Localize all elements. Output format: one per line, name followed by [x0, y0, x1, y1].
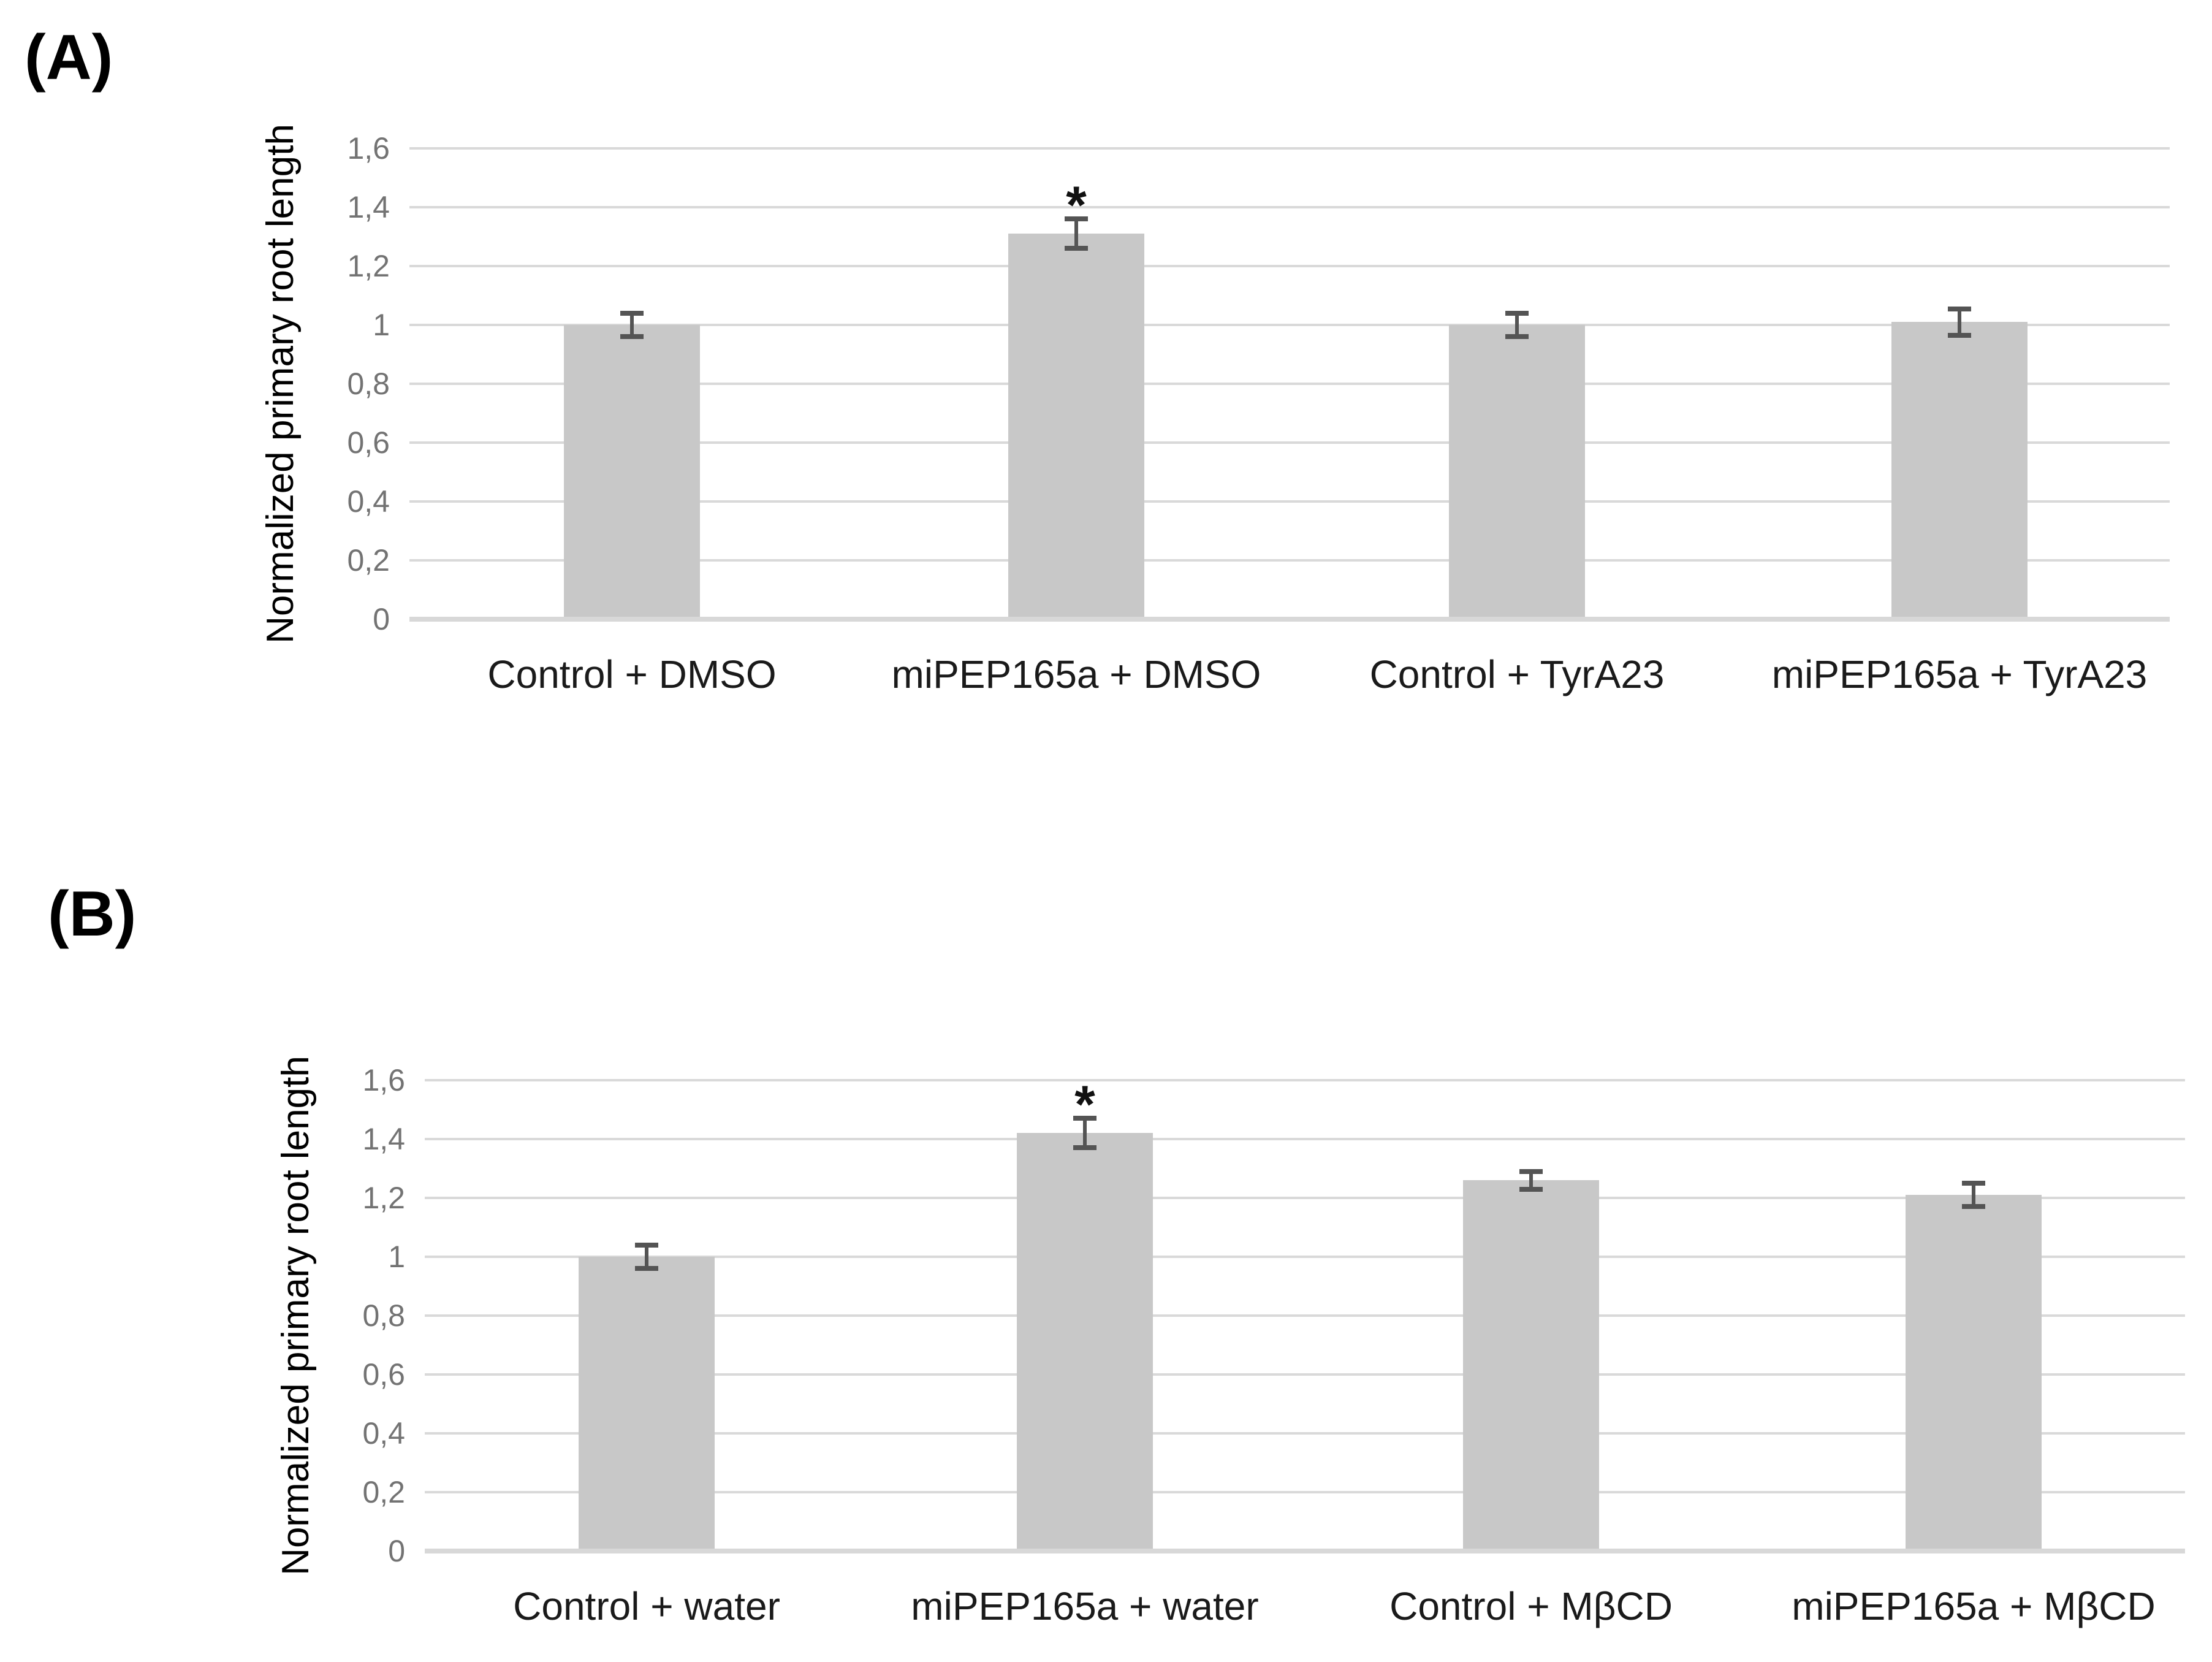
y-tick-label: 1,6 — [347, 131, 390, 166]
gridline-1 — [425, 1256, 2185, 1258]
gridline-1,4 — [409, 206, 2170, 208]
gridline-0,8 — [425, 1314, 2185, 1317]
panel-a-label: (A) — [25, 22, 113, 93]
bar-4 — [1891, 322, 2028, 619]
gridline-0,4 — [425, 1432, 2185, 1435]
y-tick-label: 0,8 — [362, 1298, 405, 1333]
error-bar-cap-bottom — [1948, 332, 1971, 338]
error-bar-cap-top — [635, 1242, 658, 1248]
y-tick-label: 0 — [388, 1534, 405, 1568]
y-tick-label: 0,2 — [362, 1475, 405, 1509]
bar-3 — [1463, 1180, 1599, 1551]
gridline-0,2 — [425, 1491, 2185, 1493]
y-tick-label: 0,2 — [347, 543, 390, 578]
gridline-0,8 — [409, 383, 2170, 385]
bar-2 — [1008, 234, 1144, 619]
y-tick-label: 1 — [388, 1240, 405, 1274]
gridline-0,6 — [425, 1373, 2185, 1376]
x-axis-line — [409, 617, 2170, 622]
error-bar-stem — [630, 313, 634, 337]
gridline-1 — [409, 324, 2170, 326]
x-category-label: miPEP165a + MβCD — [1792, 1584, 2156, 1628]
y-tick-label: 0,8 — [347, 367, 390, 401]
error-bar-cap-bottom — [1519, 1186, 1543, 1192]
significance-star: * — [1074, 1075, 1095, 1135]
panel-a-plot-area: 0 0,2 0,4 0,6 0,8 1 1,2 1,4 1,6 Control + DMSO * mi… — [347, 131, 2170, 696]
gridline-1,4 — [425, 1138, 2185, 1140]
bar-2 — [1017, 1133, 1153, 1551]
error-bar-cap-top — [1519, 1168, 1543, 1174]
error-bar-stem — [1529, 1171, 1533, 1189]
y-tick-label: 1,2 — [362, 1181, 405, 1215]
bar-1 — [579, 1257, 715, 1551]
x-category-label: Control + TyrA23 — [1369, 652, 1665, 696]
error-bar-cap-top — [1505, 310, 1529, 316]
y-tick-label: 0,6 — [362, 1357, 405, 1392]
y-tick-label: 0,4 — [362, 1416, 405, 1450]
x-category-label: Control + MβCD — [1389, 1584, 1673, 1628]
error-bar-stem — [1972, 1183, 1975, 1207]
significance-star: * — [1066, 176, 1087, 235]
error-bar-cap-top — [620, 310, 644, 316]
gridline-1,2 — [409, 265, 2170, 267]
error-bar-cap-bottom — [620, 334, 644, 340]
error-bar-stem — [1074, 219, 1078, 249]
gridline-0,4 — [409, 500, 2170, 503]
error-bar-stem — [1083, 1118, 1087, 1148]
y-tick-label: 0,4 — [347, 484, 390, 519]
y-tick-label: 0,6 — [347, 425, 390, 460]
error-bar-cap-top — [1962, 1181, 1985, 1186]
error-bar-stem — [645, 1245, 648, 1269]
error-bar-cap-bottom — [1065, 246, 1088, 251]
gridline-1,2 — [425, 1197, 2185, 1199]
error-bar-cap-bottom — [635, 1266, 658, 1271]
y-tick-label: 1,4 — [347, 190, 390, 224]
error-bar-cap-bottom — [1073, 1145, 1096, 1151]
gridline-1,6 — [425, 1079, 2185, 1081]
error-bar-stem — [1515, 313, 1519, 337]
x-category-label: Control + water — [513, 1584, 780, 1628]
error-bar-cap-top — [1948, 306, 1971, 311]
x-axis-line — [425, 1549, 2185, 1553]
error-bar-cap-bottom — [1962, 1204, 1985, 1210]
gridline-0,6 — [409, 441, 2170, 444]
y-tick-label: 1,4 — [362, 1122, 405, 1156]
panel-b-plot-area: 0 0,2 0,4 0,6 0,8 1 1,2 1,4 1,6 Control + water * m… — [362, 1063, 2185, 1628]
bar-1 — [564, 325, 700, 619]
error-bar-cap-bottom — [1505, 334, 1529, 340]
y-tick-label: 1,6 — [362, 1063, 405, 1097]
error-bar-cap-top — [1073, 1116, 1096, 1121]
y-tick-label: 1 — [373, 308, 390, 342]
gridline-1,6 — [409, 147, 2170, 150]
error-bar-stem — [1958, 308, 1961, 335]
bar-4 — [1906, 1195, 2042, 1551]
y-tick-label: 1,2 — [347, 249, 390, 283]
x-category-label: miPEP165a + water — [911, 1584, 1259, 1628]
panel-b-label: (B) — [48, 879, 137, 950]
error-bar-cap-top — [1065, 216, 1088, 222]
x-category-label: Control + DMSO — [487, 652, 777, 696]
bar-3 — [1449, 325, 1585, 619]
gridline-0,2 — [409, 559, 2170, 562]
x-category-label: miPEP165a + TyrA23 — [1771, 652, 2148, 696]
y-tick-label: 0 — [373, 602, 390, 636]
x-category-label: miPEP165a + DMSO — [891, 652, 1261, 696]
